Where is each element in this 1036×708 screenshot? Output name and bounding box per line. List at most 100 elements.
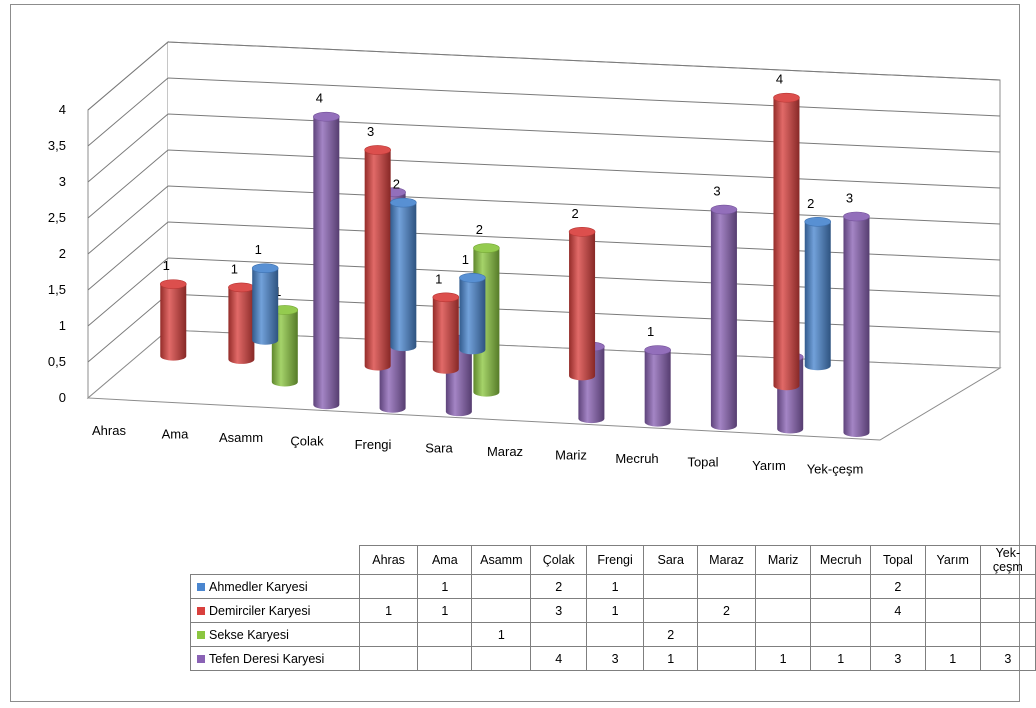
x-tick-label: Mariz: [555, 447, 587, 462]
y-tick-label: 2: [59, 246, 66, 261]
bar: [804, 216, 832, 371]
table-cell: [417, 622, 473, 647]
table-cell: [979, 574, 1036, 599]
x-tick-label: Frengi: [355, 437, 392, 452]
data-label: 1: [163, 258, 170, 273]
table-header-cell: Ama: [417, 545, 473, 575]
series-name: Demirciler Karyesi: [209, 603, 311, 618]
data-label: 4: [316, 91, 323, 106]
x-tick-label: Asamm: [219, 430, 263, 445]
legend-swatch: [197, 582, 205, 591]
table-header-cell: Mariz: [754, 545, 812, 575]
data-label: 3: [713, 184, 720, 199]
x-tick-label: Yarım: [752, 458, 786, 473]
chart-plot: 0 0,5 1 1,5 2 2,5 3 3,5 4 Ahras Ama Asamm Çolak Freng…: [48, 40, 1002, 476]
y-tick-label: 0,5: [48, 354, 66, 369]
table-cell: [471, 646, 532, 671]
table-header-cell: Çolak: [530, 545, 587, 575]
gridline: [87, 41, 1001, 111]
bar: [364, 145, 391, 371]
table-cell: 3: [979, 646, 1036, 671]
table-cell: 3: [585, 646, 645, 671]
x-tick-label: Çolak: [290, 433, 324, 448]
bar: [843, 211, 870, 438]
x-tick-label: Ama: [162, 426, 190, 441]
y-tick-label: 2,5: [48, 210, 66, 225]
series-name-cell: Sekse Karyesi: [190, 622, 360, 647]
table-cell: [924, 622, 981, 647]
table-cell: [471, 598, 532, 623]
data-label: 2: [807, 196, 814, 211]
table-header-cell: Topal: [870, 545, 926, 575]
bar: [644, 345, 671, 427]
table-cell: 1: [924, 646, 981, 671]
table-cell: [924, 574, 981, 599]
table-header-cell: Frengi: [585, 545, 645, 575]
gridline: [87, 77, 1001, 147]
data-label: 3: [367, 124, 374, 139]
x-tick-label: Yek-çeşm: [807, 461, 864, 476]
table-cell: [417, 646, 473, 671]
table-row: Sekse Karyesi 1 2: [190, 622, 1036, 647]
table-cell: 1: [417, 598, 473, 623]
table-cell: [358, 574, 419, 599]
x-tick-label: Ahras: [92, 423, 126, 438]
table-cell: [810, 574, 872, 599]
bar: [390, 197, 417, 352]
table-header-row: Ahras Ama Asamm Çolak Frengi Sara Maraz Mariz Me…: [190, 545, 1036, 575]
y-tick-label: 3: [59, 174, 66, 189]
bar: [271, 305, 299, 387]
table-cell: [754, 598, 812, 623]
table-cell: [697, 574, 756, 599]
bar: [313, 111, 340, 410]
data-label: 1: [647, 324, 654, 339]
y-tick-label: 1,5: [48, 282, 66, 297]
data-label: 1: [255, 242, 262, 257]
table-cell: 3: [870, 646, 926, 671]
bar: [251, 263, 279, 345]
data-label: 1: [231, 261, 238, 276]
table-cell: [754, 622, 812, 647]
table-cell: 1: [810, 646, 872, 671]
legend-swatch: [197, 606, 205, 615]
series-name: Tefen Deresi Karyesi: [209, 651, 325, 666]
table-cell: [870, 622, 926, 647]
y-tick-label: 4: [59, 102, 66, 117]
table-cell: [924, 598, 981, 623]
gridline: [87, 113, 1001, 183]
x-tick-label: Maraz: [487, 444, 523, 459]
legend-swatch: [197, 630, 205, 639]
data-label: 2: [393, 177, 400, 192]
bar: [432, 292, 460, 374]
table-header-cell: Sara: [643, 545, 699, 575]
table-cell: 4: [530, 646, 587, 671]
table-cell: 1: [417, 574, 473, 599]
bar: [773, 92, 800, 391]
series-name: Ahmedler Karyesi: [209, 579, 308, 594]
table-cell: 1: [358, 598, 419, 623]
table-cell: 1: [585, 574, 645, 599]
y-tick-label: 0: [59, 390, 66, 405]
table-cell: [810, 622, 872, 647]
table-cell: 3: [530, 598, 587, 623]
series-name-cell: Ahmedler Karyesi: [190, 574, 360, 599]
data-label: 2: [571, 206, 578, 221]
table-header-cell: Maraz: [697, 545, 756, 575]
x-tick-label: Mecruh: [615, 451, 658, 466]
table-header-cell: Yarım: [924, 545, 981, 575]
table-cell: 1: [754, 646, 812, 671]
table-cell: 2: [870, 574, 926, 599]
table-cell: [697, 622, 756, 647]
table-cell: 1: [471, 622, 532, 647]
table-cell: 2: [643, 622, 699, 647]
series-name-cell: Demirciler Karyesi: [190, 598, 360, 623]
table-cell: 1: [643, 646, 699, 671]
bar: [159, 279, 187, 361]
bar: [228, 282, 255, 364]
table-cell: [754, 574, 812, 599]
table-cell: [697, 646, 756, 671]
series-name: Sekse Karyesi: [209, 627, 289, 642]
table-cell: [471, 574, 532, 599]
table-row: Ahmedler Karyesi 1 2 1 2: [190, 574, 1036, 599]
table-cell: [643, 574, 699, 599]
